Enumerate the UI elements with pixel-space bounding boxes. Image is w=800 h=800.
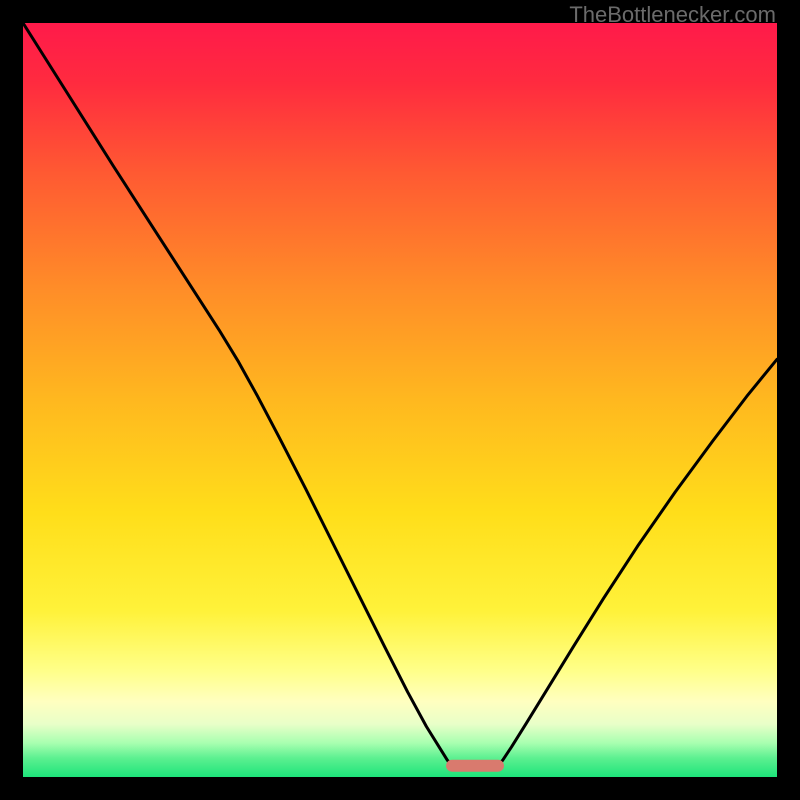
watermark-label: TheBottlenecker.com: [569, 2, 776, 28]
plot-area: [23, 23, 777, 777]
bottleneck-curve-right: [498, 359, 777, 765]
bottleneck-curve-left: [23, 23, 452, 766]
curve-layer: [23, 23, 777, 777]
chart-root: TheBottlenecker.com: [0, 0, 800, 800]
